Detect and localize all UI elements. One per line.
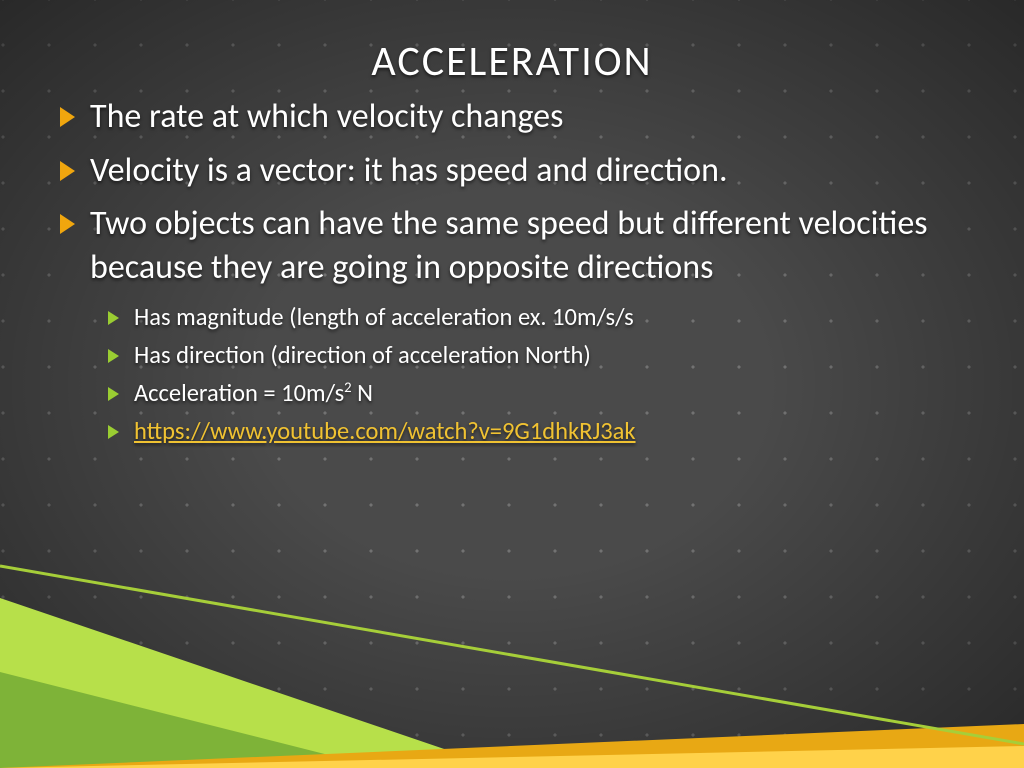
bullet-3: Two objects can have the same speed but … bbox=[56, 202, 968, 289]
sub-bullet-list: Has magnitude (length of acceleration ex… bbox=[56, 299, 968, 451]
slide: ACCELERATION The rate at which velocity … bbox=[0, 0, 1024, 768]
sub-bullet-3: Acceleration = 10m/s2 N bbox=[108, 375, 968, 413]
bullet-1: The rate at which velocity changes bbox=[56, 95, 968, 139]
sub-bullet-2: Has direction (direction of acceleration… bbox=[108, 337, 968, 375]
sub-bullet-3-post: N bbox=[352, 378, 373, 408]
youtube-link[interactable]: https://www.youtube.com/watch?v=9G1dhkRJ… bbox=[134, 416, 636, 446]
bullet-2: Velocity is a vector: it has speed and d… bbox=[56, 149, 968, 193]
sub-bullet-4: https://www.youtube.com/watch?v=9G1dhkRJ… bbox=[108, 413, 968, 451]
sub-bullet-3-pre: Acceleration = 10m/s bbox=[134, 378, 344, 408]
slide-title: ACCELERATION bbox=[56, 36, 968, 87]
sub-bullet-3-sup: 2 bbox=[344, 378, 351, 396]
content-area: ACCELERATION The rate at which velocity … bbox=[0, 0, 1024, 768]
sub-bullet-1: Has magnitude (length of acceleration ex… bbox=[108, 299, 968, 337]
main-bullet-list: The rate at which velocity changes Veloc… bbox=[56, 95, 968, 289]
